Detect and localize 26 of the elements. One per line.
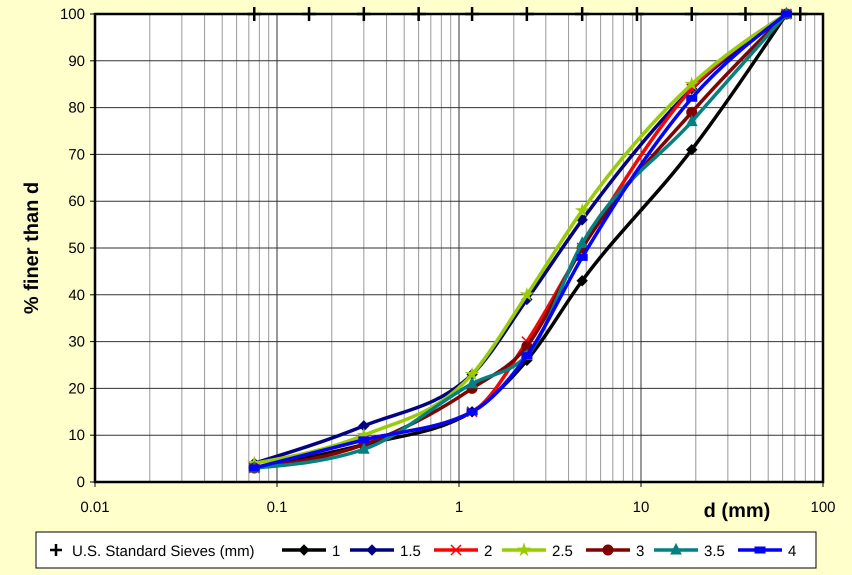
y-tick-label: 30 bbox=[68, 334, 85, 351]
x-tick-label: 0.01 bbox=[80, 499, 110, 516]
legend-label: 1 bbox=[332, 543, 340, 560]
y-tick-label: 90 bbox=[68, 52, 85, 70]
legend-label: U.S. Standard Sieves (mm) bbox=[72, 543, 255, 560]
x-tick-label: 10 bbox=[632, 499, 650, 516]
legend-label: 1.5 bbox=[400, 543, 421, 560]
legend-label: 3.5 bbox=[704, 543, 725, 560]
y-tick-label: 60 bbox=[68, 193, 85, 210]
x-tick-label: 100 bbox=[810, 499, 836, 516]
legend-label: 2.5 bbox=[552, 543, 573, 560]
x-axis-title: d (mm) bbox=[704, 500, 770, 522]
y-tick-label: 80 bbox=[68, 100, 85, 117]
y-tick-label: 40 bbox=[68, 286, 85, 304]
y-tick-label: 100 bbox=[60, 6, 85, 23]
y-tick-label: 0 bbox=[76, 474, 85, 491]
y-tick-label: 20 bbox=[68, 380, 85, 398]
y-tick-label: 10 bbox=[68, 427, 85, 444]
y-tick-label: 50 bbox=[68, 240, 85, 257]
legend-label: 4 bbox=[788, 543, 796, 560]
legend-label: 3 bbox=[636, 543, 644, 560]
y-axis-title: % finer than d bbox=[21, 182, 43, 314]
y-tick-label: 70 bbox=[68, 146, 85, 164]
x-tick-label: 1 bbox=[454, 499, 464, 516]
legend-label: 2 bbox=[484, 543, 492, 560]
x-tick-label: 0.1 bbox=[266, 499, 288, 516]
